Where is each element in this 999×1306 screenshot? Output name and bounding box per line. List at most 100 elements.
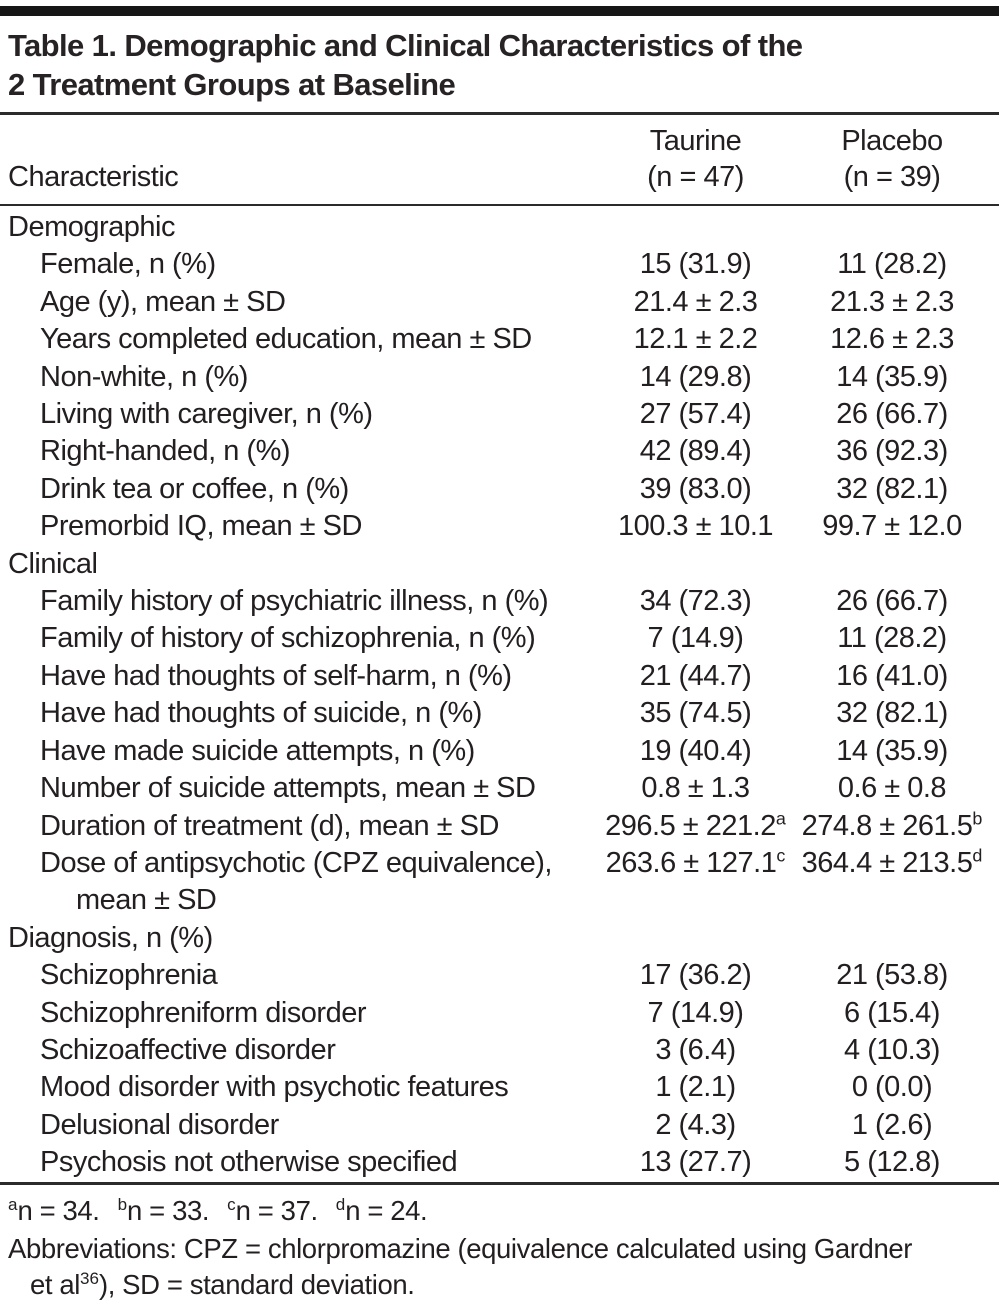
column-header-taurine: Taurine (n = 47): [598, 123, 793, 195]
taurine-value: 7 (14.9): [647, 996, 744, 1029]
taurine-value: 34 (72.3): [639, 585, 752, 618]
footnotes: an = 34. bn = 33. cn = 37. dn = 24. Abbrevi…: [8, 1185, 991, 1306]
row-label: Have had thoughts of suicide, n (%): [40, 697, 482, 730]
table-row: Drink tea or coffee, n (%) 39 (83.0) 32 (8…: [8, 471, 991, 508]
taurine-value: 35 (74.5): [639, 697, 752, 730]
row-label-line-2: mean ± SD: [76, 884, 217, 917]
column-header-placebo: Placebo (n = 39): [793, 123, 991, 195]
table-row: Have made suicide attempts, n (%) 19 (40.…: [8, 733, 991, 770]
taurine-value: 7 (14.9): [647, 622, 744, 655]
section-row: Diagnosis, n (%): [8, 920, 991, 957]
section-row: Clinical: [8, 546, 991, 583]
placebo-value: 14 (35.9): [836, 360, 948, 393]
column-header-characteristic: Characteristic: [8, 161, 179, 193]
table-row: Schizophrenia 17 (36.2) 21 (53.8): [8, 957, 991, 994]
section-label: Demographic: [8, 211, 175, 243]
row-label: Schizophrenia: [40, 959, 218, 992]
table-row: Family of history of schizophrenia, n (%…: [8, 620, 991, 657]
taurine-value: 42 (89.4): [639, 435, 752, 468]
table-header-row: Characteristic Taurine (n = 47) Placebo …: [8, 115, 991, 204]
table-row: Schizophreniform disorder 7 (14.9) 6 (15.4…: [8, 995, 991, 1032]
placebo-value: 26 (66.7): [836, 398, 948, 431]
placebo-value: 1 (2.6): [851, 1108, 933, 1141]
footnote-abbreviations: Abbreviations: CPZ = chlorpromazine (equ…: [8, 1232, 913, 1300]
taurine-value: 0.8 ± 1.3: [641, 772, 750, 805]
row-label: Family of history of schizophrenia, n (%…: [40, 622, 536, 655]
header-rule: [0, 204, 999, 206]
table-row: Premorbid IQ, mean ± SD 100.3 ± 10.1 99.7 …: [8, 508, 991, 545]
placebo-value: 26 (66.7): [836, 585, 948, 618]
placebo-value: 274.8 ± 261.5b: [801, 807, 983, 842]
placebo-value: 0.6 ± 0.8: [837, 772, 947, 805]
taurine-value: [598, 546, 793, 583]
taurine-value: 19 (40.4): [639, 734, 752, 767]
placebo-value: 21 (53.8): [836, 959, 948, 992]
group-n-taurine: (n = 47): [647, 161, 744, 193]
row-label: Right-handed, n (%): [40, 435, 291, 468]
group-name-taurine: Taurine: [649, 125, 742, 157]
row-label: Age (y), mean ± SD: [40, 285, 286, 318]
row-label: Duration of treatment (d), mean ± SD: [40, 809, 499, 842]
placebo-value: 11 (28.2): [837, 622, 947, 655]
row-label: Have made suicide attempts, n (%): [40, 734, 475, 767]
taurine-value: 21.4 ± 2.3: [633, 285, 758, 318]
taurine-value: 100.3 ± 10.1: [617, 510, 774, 543]
taurine-value: 263.6 ± 127.1c: [605, 845, 786, 879]
row-label: Non-white, n (%): [40, 360, 248, 393]
table-body: Demographic Female, n (%) 15 (31.9) 11 (28.…: [8, 206, 991, 1182]
taurine-value: 21 (44.7): [639, 659, 752, 692]
taurine-value: 27 (57.4): [639, 398, 752, 431]
placebo-value: 11 (28.2): [837, 248, 947, 281]
taurine-value: 1 (2.1): [655, 1071, 736, 1104]
row-label: Delusional disorder: [40, 1108, 279, 1141]
taurine-value: 14 (29.8): [639, 360, 752, 393]
row-label: Drink tea or coffee, n (%): [40, 472, 349, 505]
row-label: Dose of antipsychotic (CPZ equivalence),…: [8, 845, 598, 920]
row-label: Have had thoughts of self-harm, n (%): [40, 659, 512, 692]
top-rule: [0, 6, 999, 16]
placebo-value: 36 (92.3): [836, 435, 948, 468]
section-label: Diagnosis, n (%): [8, 921, 213, 954]
section-label: Clinical: [8, 547, 98, 580]
taurine-value: 39 (83.0): [639, 472, 752, 505]
placebo-value: [793, 920, 991, 957]
table-row: Number of suicide attempts, mean ± SD 0.8…: [8, 770, 991, 807]
title-rule: [0, 112, 999, 115]
table-row: Psychosis not otherwise specified 13 (27.…: [8, 1144, 991, 1181]
row-label: Mood disorder with psychotic features: [40, 1071, 509, 1104]
taurine-value: [598, 920, 793, 957]
row-label: Psychosis not otherwise specified: [40, 1146, 458, 1179]
row-label: Premorbid IQ, mean ± SD: [40, 510, 362, 543]
table-title-line-2: 2 Treatment Groups at Baseline: [8, 67, 456, 102]
table-row: Age (y), mean ± SD 21.4 ± 2.3 21.3 ± 2.3: [8, 284, 991, 321]
footnote-item: cn = 37.: [227, 1194, 318, 1226]
group-n-placebo: (n = 39): [843, 161, 941, 193]
table-row: Have had thoughts of suicide, n (%) 35 (7…: [8, 695, 991, 732]
section-row: Demographic: [8, 209, 991, 246]
footnote-item: dn = 24.: [335, 1194, 428, 1226]
table-row: Living with caregiver, n (%) 27 (57.4) 26 …: [8, 396, 991, 433]
table-title-line-1: Table 1. Demographic and Clinical Charac…: [8, 28, 803, 63]
placebo-value: 4 (10.3): [844, 1033, 940, 1066]
table-row: Years completed education, mean ± SD 12.1…: [8, 321, 991, 358]
placebo-value: 21.3 ± 2.3: [830, 285, 954, 318]
taurine-value: 13 (27.7): [639, 1146, 752, 1179]
row-label: Years completed education, mean ± SD: [40, 323, 532, 356]
table-row: Right-handed, n (%) 42 (89.4) 36 (92.3): [8, 433, 991, 470]
placebo-value: 364.4 ± 213.5d: [801, 845, 983, 879]
placebo-value: 32 (82.1): [836, 472, 948, 505]
footnote-item: an = 34.: [8, 1194, 100, 1226]
table-title: Table 1. Demographic and Clinical Charac…: [8, 26, 991, 104]
row-label: Schizoaffective disorder: [40, 1033, 336, 1066]
table-row: Duration of treatment (d), mean ± SD 296.…: [8, 808, 991, 845]
placebo-value: 5 (12.8): [844, 1146, 940, 1179]
table-row: Have had thoughts of self-harm, n (%) 21 …: [8, 658, 991, 695]
taurine-value: 17 (36.2): [639, 959, 752, 992]
table-row: Female, n (%) 15 (31.9) 11 (28.2): [8, 246, 991, 283]
taurine-value: 15 (31.9): [639, 248, 752, 281]
placebo-value: 0 (0.0): [851, 1071, 933, 1104]
table-row: Dose of antipsychotic (CPZ equivalence),…: [8, 845, 991, 920]
placebo-value: [793, 546, 991, 583]
placebo-value: 6 (15.4): [844, 996, 940, 1029]
taurine-value: 2 (4.3): [655, 1108, 736, 1141]
